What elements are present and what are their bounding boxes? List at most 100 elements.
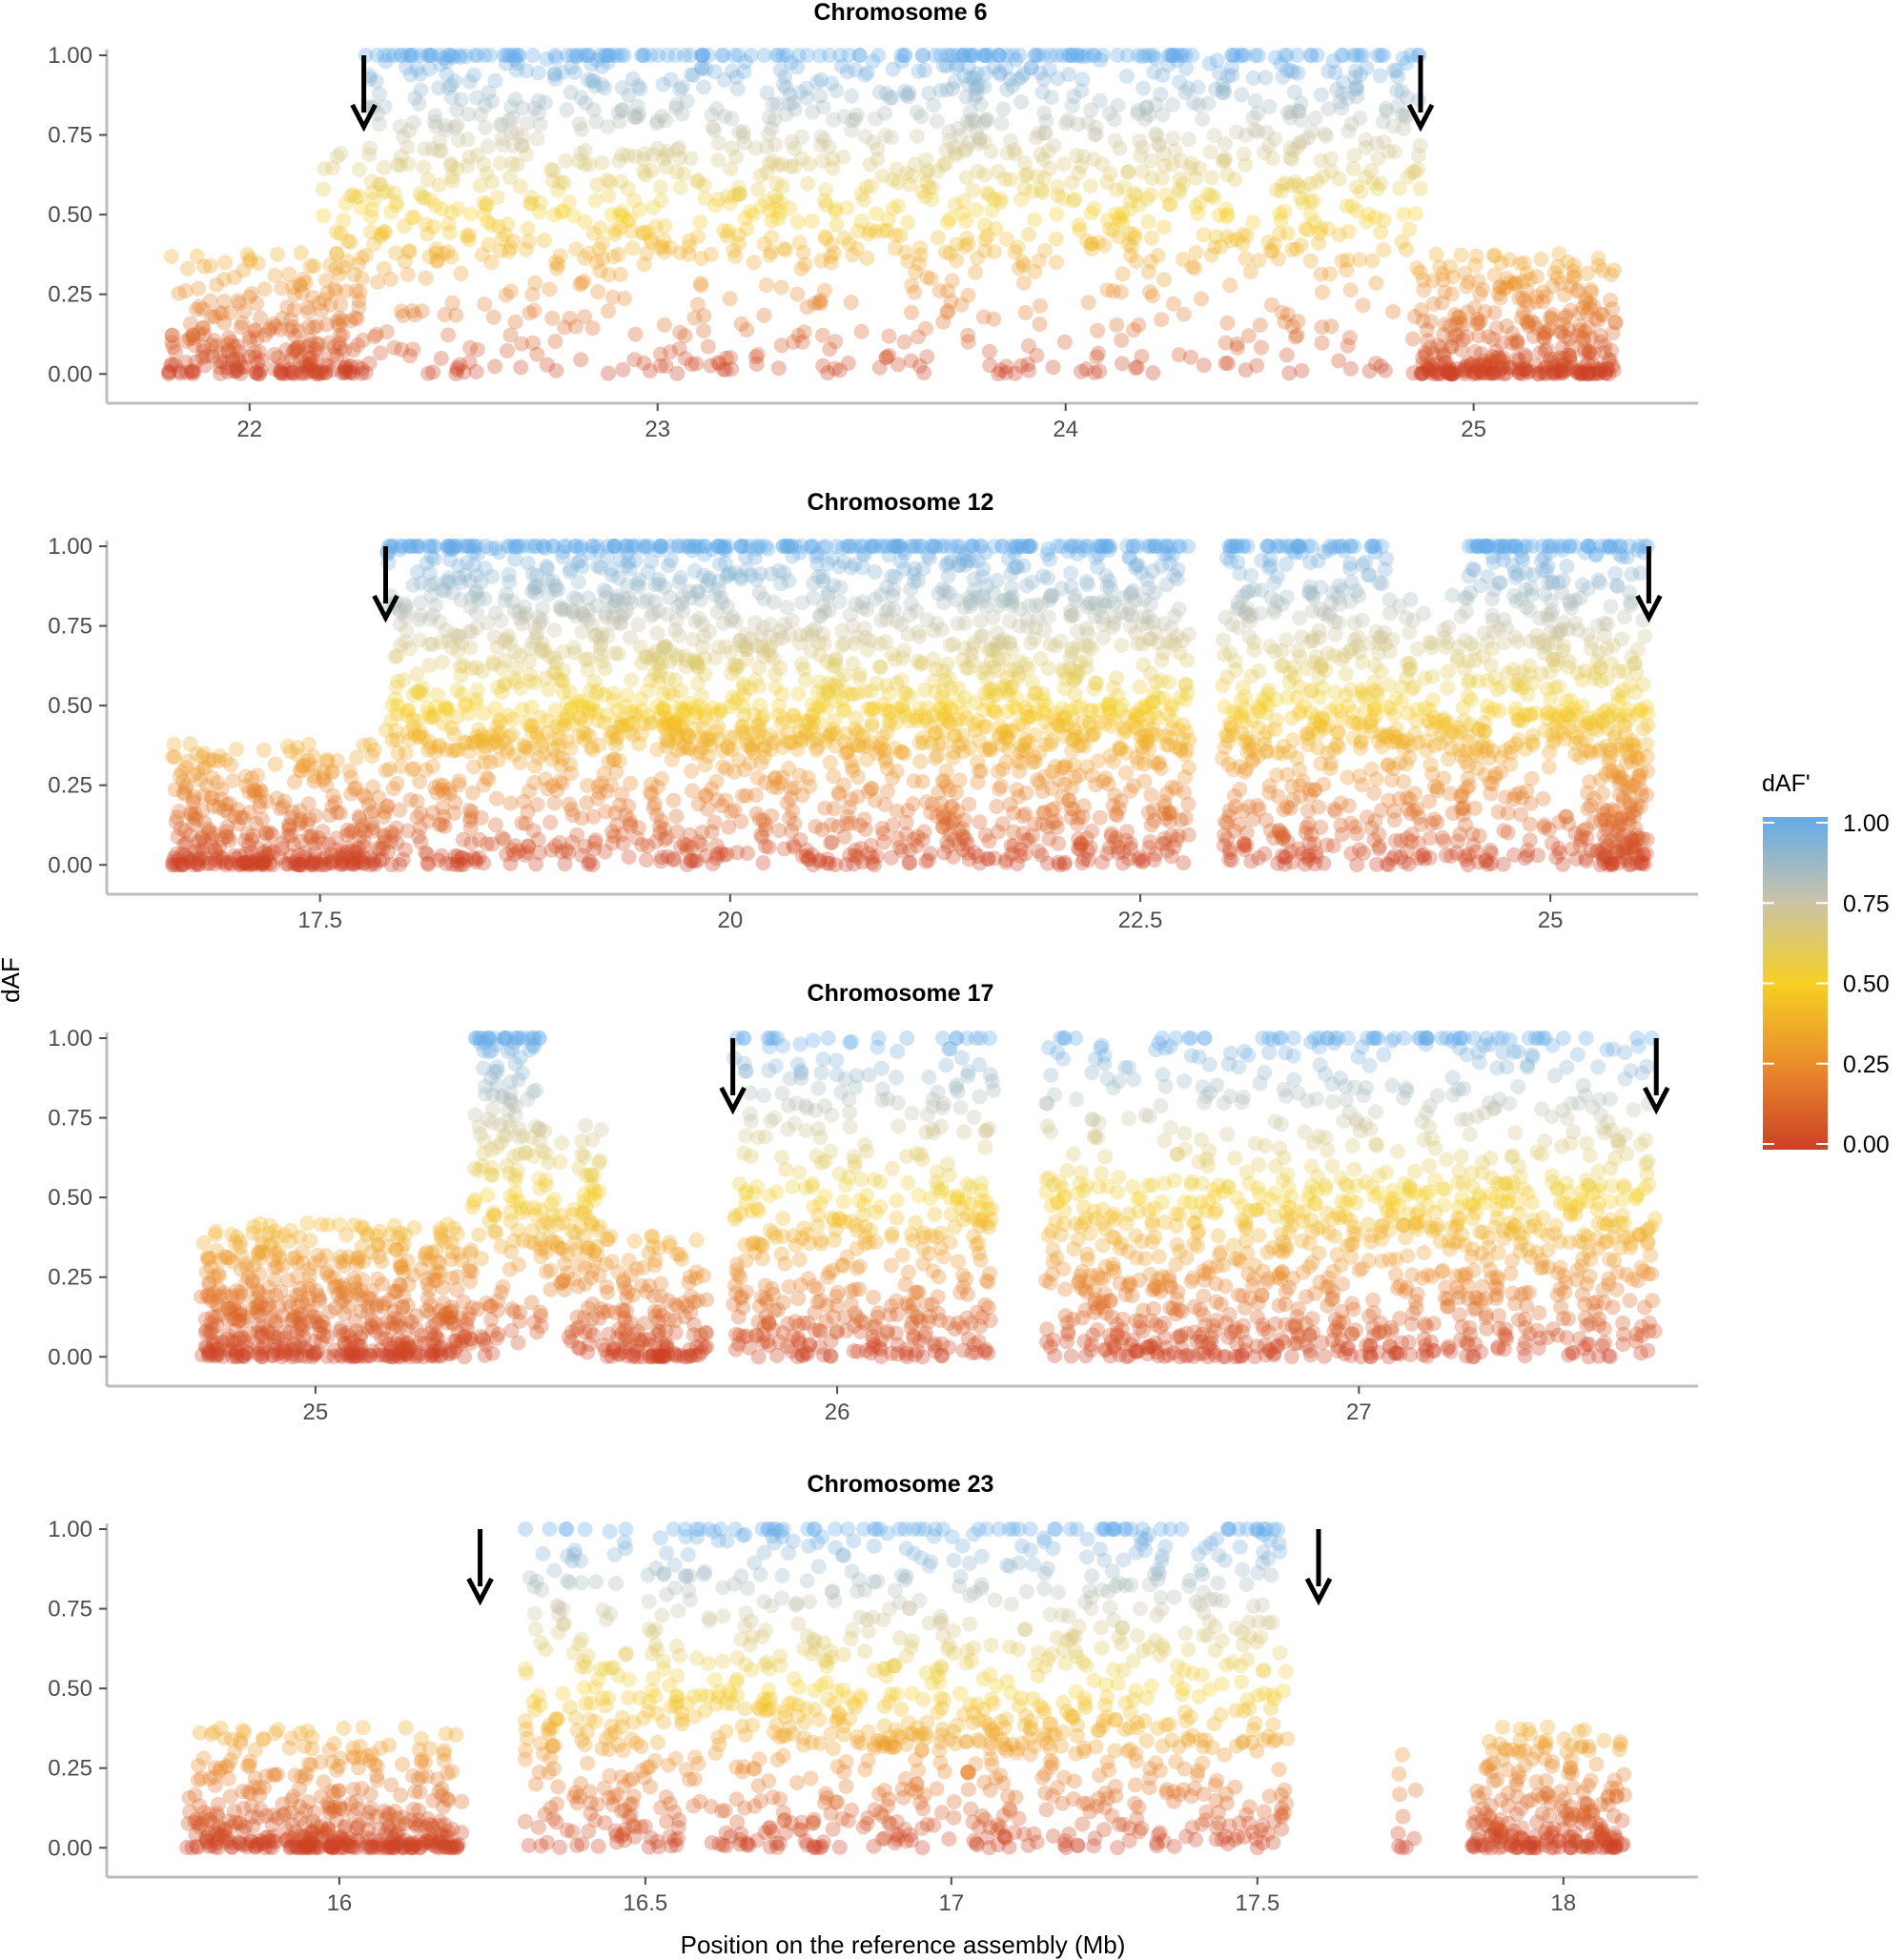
data-point [968, 264, 983, 280]
data-point [1050, 188, 1066, 204]
data-point [621, 88, 637, 104]
data-point [164, 328, 180, 343]
data-point [311, 337, 327, 353]
data-point [478, 119, 493, 135]
data-point [960, 287, 976, 303]
data-point [748, 349, 764, 365]
data-point [198, 348, 215, 364]
data-point [992, 191, 1009, 207]
data-point [326, 339, 342, 355]
data-point [763, 617, 779, 633]
data-point [526, 302, 542, 318]
data-point [1042, 160, 1057, 176]
data-point [1349, 179, 1364, 195]
data-point [523, 724, 540, 740]
data-point [440, 327, 457, 343]
data-point [845, 618, 861, 634]
data-point [181, 330, 197, 346]
data-point [634, 655, 650, 671]
data-point [354, 250, 370, 266]
data-point [276, 357, 292, 373]
data-point [1035, 71, 1052, 87]
data-point [770, 48, 787, 63]
data-point [329, 149, 345, 165]
data-point [652, 179, 668, 195]
data-point [831, 362, 848, 378]
data-point [742, 755, 758, 771]
data-point [640, 592, 655, 608]
data-point [308, 336, 324, 352]
data-point [235, 315, 250, 331]
data-point [1050, 71, 1066, 87]
data-point [808, 742, 825, 758]
data-point [975, 48, 992, 63]
panel-title: Chromosome 6 [814, 0, 988, 26]
data-point [484, 174, 501, 190]
data-point [523, 195, 540, 212]
data-point [564, 48, 581, 63]
data-point [924, 192, 940, 208]
data-point [807, 296, 823, 312]
data-point [1103, 581, 1118, 597]
data-point [351, 256, 367, 273]
data-point [976, 114, 992, 131]
data-point [771, 562, 788, 579]
data-point [482, 754, 499, 770]
data-point [1236, 146, 1252, 162]
data-point [281, 361, 297, 378]
data-point [1318, 128, 1334, 144]
data-point [1282, 150, 1299, 166]
data-point [1179, 652, 1196, 668]
data-point [194, 349, 211, 365]
data-point [354, 360, 370, 377]
data-point [667, 48, 684, 63]
data-point [282, 744, 298, 760]
data-point [1105, 680, 1121, 696]
data-point [1020, 337, 1036, 354]
data-point [339, 822, 356, 838]
data-point [439, 67, 455, 82]
data-point [485, 656, 501, 672]
data-point [587, 193, 604, 209]
data-point [1032, 316, 1048, 333]
data-point [480, 214, 496, 230]
data-point [843, 295, 859, 311]
data-point [504, 48, 521, 63]
data-point [559, 539, 575, 554]
data-point [1106, 112, 1122, 128]
data-point [811, 295, 827, 310]
data-point [722, 291, 738, 307]
data-point [306, 363, 322, 379]
data-point [404, 303, 420, 319]
data-point [759, 85, 775, 101]
data-point [453, 49, 469, 65]
data-point [1334, 100, 1350, 116]
data-point [165, 339, 181, 356]
data-point [958, 140, 974, 156]
data-point [925, 179, 941, 195]
data-point [487, 358, 503, 375]
data-point [1494, 335, 1510, 351]
data-point [1013, 93, 1030, 110]
data-point [1087, 48, 1102, 63]
data-point [652, 240, 668, 255]
data-point [542, 814, 559, 830]
data-point [656, 700, 672, 716]
data-point [1021, 227, 1036, 242]
data-point [362, 736, 379, 752]
data-point [435, 654, 450, 670]
data-point [425, 805, 441, 821]
data-point [960, 334, 976, 350]
data-point [888, 240, 904, 256]
data-point [1007, 365, 1023, 381]
data-point [896, 83, 912, 99]
data-point [1140, 264, 1156, 280]
data-point [616, 48, 632, 63]
data-point [877, 105, 893, 121]
data-point [812, 137, 829, 153]
data-point [1115, 206, 1131, 222]
data-point [427, 108, 443, 124]
data-point [596, 582, 612, 599]
data-point [285, 364, 301, 380]
data-point [365, 184, 381, 200]
